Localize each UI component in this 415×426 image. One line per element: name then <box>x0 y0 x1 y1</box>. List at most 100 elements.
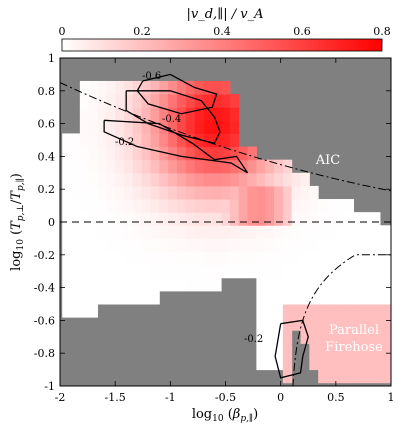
heatmap-cell <box>282 225 293 239</box>
heatmap-cell <box>79 277 90 292</box>
heatmap-cell <box>309 343 319 357</box>
heatmap-cell <box>79 94 90 108</box>
heatmap-cell <box>115 277 125 292</box>
heatmap-cell <box>176 264 187 279</box>
heatmap-cell <box>256 199 266 213</box>
heatmap-cell <box>150 133 160 148</box>
heatmap-cell <box>212 133 222 148</box>
heatmap-cell <box>141 159 151 174</box>
heatmap-cell <box>309 330 319 344</box>
heatmap-cell <box>203 225 213 239</box>
heatmap-cell <box>388 343 391 357</box>
heatmap-cell <box>221 172 231 187</box>
heatmap-cell <box>79 212 90 226</box>
heatmap-cell <box>247 225 257 239</box>
heatmap-cell <box>150 225 160 239</box>
y-tick-label: -0.6 <box>34 314 55 327</box>
heatmap-cell <box>371 343 381 357</box>
heatmap-cell <box>256 330 266 344</box>
heatmap-cell <box>88 120 99 134</box>
heatmap-cell <box>141 120 151 134</box>
heatmap-cell <box>300 304 310 318</box>
heatmap-cell <box>150 212 160 226</box>
heatmap-cell <box>309 199 319 213</box>
heatmap-cell <box>238 225 249 239</box>
heatmap-cell <box>115 146 125 161</box>
heatmap-cell <box>62 264 72 279</box>
heatmap-cell <box>132 172 143 187</box>
heatmap-cell <box>318 317 328 331</box>
heatmap-cell <box>62 133 72 148</box>
heatmap-cell <box>106 107 116 121</box>
heatmap-cell <box>229 199 240 213</box>
heatmap-cell <box>71 251 81 266</box>
heatmap-cell <box>212 277 222 292</box>
heatmap-cell <box>71 133 81 148</box>
heatmap-cell <box>185 120 196 134</box>
heatmap-cell <box>353 212 363 226</box>
contour-line <box>136 73 218 115</box>
heatmap-cell <box>150 290 160 305</box>
heatmap-cell <box>159 212 169 226</box>
heatmap-cell <box>159 80 169 95</box>
heatmap-cell <box>203 133 213 148</box>
heatmap-cell <box>71 277 81 292</box>
heatmap-cell <box>274 317 284 331</box>
heatmap-cell <box>88 238 99 253</box>
heatmap-cell <box>256 304 266 318</box>
heatmap-cell <box>318 225 328 239</box>
contour-line <box>274 319 309 379</box>
heatmap-cell <box>88 107 99 121</box>
heatmap-cell <box>265 290 275 305</box>
heatmap-cell <box>97 172 107 187</box>
heatmap-cell <box>300 264 310 279</box>
heatmap-cell <box>79 133 90 148</box>
y-tick-label: -0.4 <box>34 282 55 295</box>
heatmap-cell <box>335 304 346 318</box>
heatmap-cell <box>106 159 116 174</box>
heatmap-cell <box>62 199 72 213</box>
heatmap-cell <box>150 199 160 213</box>
heatmap-cell <box>115 133 125 148</box>
heatmap-cell <box>300 251 310 266</box>
heatmap-cell <box>291 304 302 318</box>
heatmap-cell <box>256 159 266 174</box>
heatmap-cell <box>141 146 151 161</box>
heatmap-cell <box>212 146 222 161</box>
heatmap-cell <box>300 317 310 331</box>
heatmap-cell <box>194 238 204 253</box>
heatmap-cell <box>168 185 178 200</box>
heatmap-cell <box>344 304 354 318</box>
heatmap-cell <box>141 264 151 279</box>
heatmap-cell <box>71 159 81 174</box>
contour-label: -0.2 <box>115 137 134 148</box>
heatmap-cell <box>132 238 143 253</box>
heatmap-cell <box>194 251 204 266</box>
heatmap-cell <box>256 238 266 253</box>
heatmap-cell <box>115 199 125 213</box>
heatmap-cell <box>150 146 160 161</box>
heatmap-cell <box>300 225 310 239</box>
heatmap-cell <box>194 199 204 213</box>
heatmap-cell <box>150 107 160 121</box>
heatmap-cell <box>362 225 372 239</box>
heatmap-cell <box>203 251 213 266</box>
heatmap-cell <box>265 330 275 344</box>
heatmap-cell <box>353 290 363 305</box>
y-tick-label: -1 <box>44 380 55 393</box>
heatmap-cell <box>379 251 390 266</box>
heatmap-cell <box>274 264 284 279</box>
heatmap-cell <box>265 343 275 357</box>
heatmap-cell <box>203 80 213 95</box>
heatmap-cell <box>265 172 275 187</box>
heatmap-cell <box>238 199 249 213</box>
heatmap-cell <box>106 199 116 213</box>
heatmap-cell <box>388 356 391 371</box>
heatmap-cell <box>168 212 178 226</box>
heatmap-cell <box>62 159 72 174</box>
heatmap-cell <box>159 120 169 134</box>
heatmap-cell <box>115 172 125 187</box>
heatmap-cell <box>221 94 231 108</box>
heatmap-cell <box>212 172 222 187</box>
heatmap-cell <box>79 172 90 187</box>
